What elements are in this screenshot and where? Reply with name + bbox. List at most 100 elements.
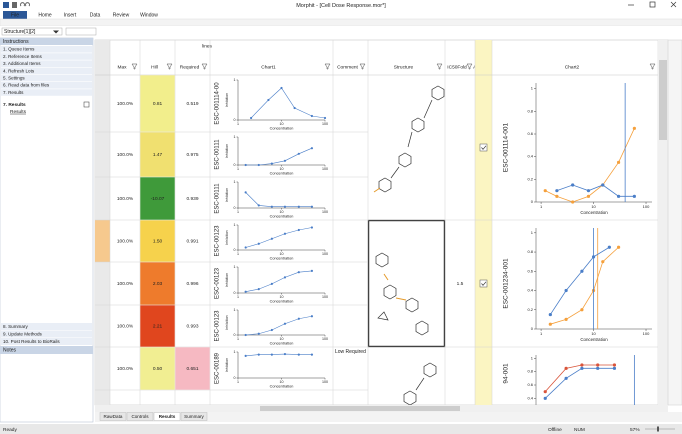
data-point <box>616 160 621 164</box>
close[interactable] <box>670 1 677 8</box>
data-point <box>244 246 247 249</box>
zoom-thumb[interactable] <box>657 426 659 432</box>
undo-icon[interactable] <box>20 2 25 7</box>
column-header[interactable]: Hill <box>151 64 158 70</box>
menu-item[interactable]: File <box>11 13 19 19</box>
data-point <box>283 322 287 325</box>
menu-item[interactable]: Insert <box>64 13 77 19</box>
scroll-thumb[interactable] <box>659 60 667 140</box>
step-bg[interactable] <box>1 338 92 345</box>
x-tick-label: 10 <box>280 252 284 256</box>
filter-icon[interactable] <box>201 63 208 70</box>
menu-item[interactable]: Home <box>38 13 52 19</box>
menu-item[interactable]: Data <box>90 13 101 19</box>
step-bg[interactable] <box>1 89 92 96</box>
name-box[interactable] <box>1 27 63 36</box>
redo-icon[interactable] <box>25 2 30 7</box>
accept-checkbox[interactable] <box>479 279 488 288</box>
column-header[interactable]: Max <box>117 64 127 70</box>
checkbox[interactable] <box>83 101 90 108</box>
filter-icon[interactable] <box>359 63 366 70</box>
step-item[interactable]: 9. Update Methods <box>3 332 43 337</box>
column-header[interactable]: Structure <box>394 64 414 70</box>
y-tick-label: 1 <box>531 86 534 91</box>
column-header[interactable]: Chart1 <box>261 64 276 70</box>
step-item[interactable]: 2. Reference Items <box>3 54 43 59</box>
sheet-tab[interactable] <box>180 412 208 421</box>
x-tick-label: 10 <box>280 337 284 341</box>
sheet-tab-label[interactable]: Results <box>159 414 176 419</box>
sheet-tab-label[interactable]: Controls <box>131 414 149 419</box>
max-cell: 100.0% <box>117 281 134 287</box>
step-bg[interactable] <box>1 46 92 53</box>
y-axis-label: Inhibition <box>225 188 229 202</box>
step-bg[interactable] <box>1 330 92 338</box>
step-bg[interactable] <box>1 82 92 89</box>
step-bg[interactable] <box>1 53 92 60</box>
data-point <box>564 288 568 293</box>
filter-icon[interactable] <box>649 63 656 70</box>
y-tick-label: 0 <box>234 333 236 337</box>
y-tick-label: 0.4 <box>527 395 533 400</box>
data-point <box>244 163 247 167</box>
y-axis-label: Inhibition <box>225 358 229 372</box>
step-item[interactable]: 7. Results <box>3 90 24 95</box>
step-bg[interactable] <box>1 323 92 330</box>
data-point <box>564 366 568 370</box>
column-header[interactable]: IC50Fold <box>447 64 467 70</box>
data-point <box>612 366 617 370</box>
step-item[interactable]: 10. Post Results to BioRails <box>3 339 60 344</box>
accept-checkbox[interactable] <box>479 143 488 152</box>
x-axis-label: Concentration <box>270 257 294 261</box>
sheet-tab[interactable] <box>126 412 154 421</box>
data-point <box>310 114 314 118</box>
hill-cell-bg <box>140 262 175 305</box>
data-point <box>310 226 314 229</box>
required-cell: 0.993 <box>186 323 198 329</box>
h-scroll-thumb[interactable] <box>260 406 460 411</box>
data-point <box>257 288 260 291</box>
step-bg[interactable] <box>1 67 92 75</box>
menu-item[interactable]: Review <box>113 13 130 19</box>
filter-icon[interactable] <box>466 63 473 70</box>
step-item[interactable]: 4. Refresh Lots <box>3 68 35 73</box>
x-tick-label: 1 <box>237 122 239 126</box>
dropdown-arrow[interactable] <box>53 30 59 34</box>
sheet-tab-label[interactable]: Summary <box>184 414 204 419</box>
data-point <box>601 260 605 264</box>
step-item[interactable]: 3. Additional Items <box>3 61 41 66</box>
sheet-tab[interactable] <box>153 412 181 421</box>
vertical-scrollbar[interactable] <box>658 40 668 405</box>
x-tick-label: 10 <box>280 122 284 126</box>
step-bg[interactable] <box>1 60 92 67</box>
chart-id: ESC-00111 <box>215 139 221 170</box>
column-header[interactable]: Required <box>180 64 200 70</box>
formula-input[interactable] <box>65 27 97 36</box>
column-header[interactable]: Comment <box>337 64 358 70</box>
sheet-tab[interactable] <box>99 412 127 421</box>
maximize[interactable] <box>649 1 656 8</box>
filter-icon[interactable] <box>131 63 138 70</box>
filter-icon[interactable] <box>324 63 331 70</box>
step-bg[interactable] <box>1 74 92 82</box>
menu-item[interactable]: Window <box>140 13 158 19</box>
results-link[interactable]: Results <box>10 109 27 115</box>
column-header[interactable]: Chart2 <box>565 64 580 70</box>
selected-structure-cell[interactable] <box>367 219 446 348</box>
data-point <box>607 245 611 249</box>
step-item[interactable]: 8. Summary <box>3 324 28 329</box>
step-item[interactable]: 5. Settings <box>3 76 25 81</box>
step-item[interactable]: 6. Read data from files <box>3 83 50 88</box>
save-icon[interactable] <box>12 2 17 8</box>
max-cell: 100.0% <box>117 366 134 372</box>
x-axis-label: Concentration <box>270 172 294 176</box>
filter-icon[interactable] <box>166 63 173 70</box>
chart-id: ESC-00123 <box>215 267 221 299</box>
x-tick-label: 1 <box>237 252 239 256</box>
hill-cell: 1.47 <box>153 152 163 158</box>
sheet-tab-label[interactable]: RawData <box>104 414 123 419</box>
x-tick-label: 10 <box>591 204 596 209</box>
filter-icon[interactable] <box>436 63 443 70</box>
step-item[interactable]: 1. Queue Items <box>3 47 35 52</box>
